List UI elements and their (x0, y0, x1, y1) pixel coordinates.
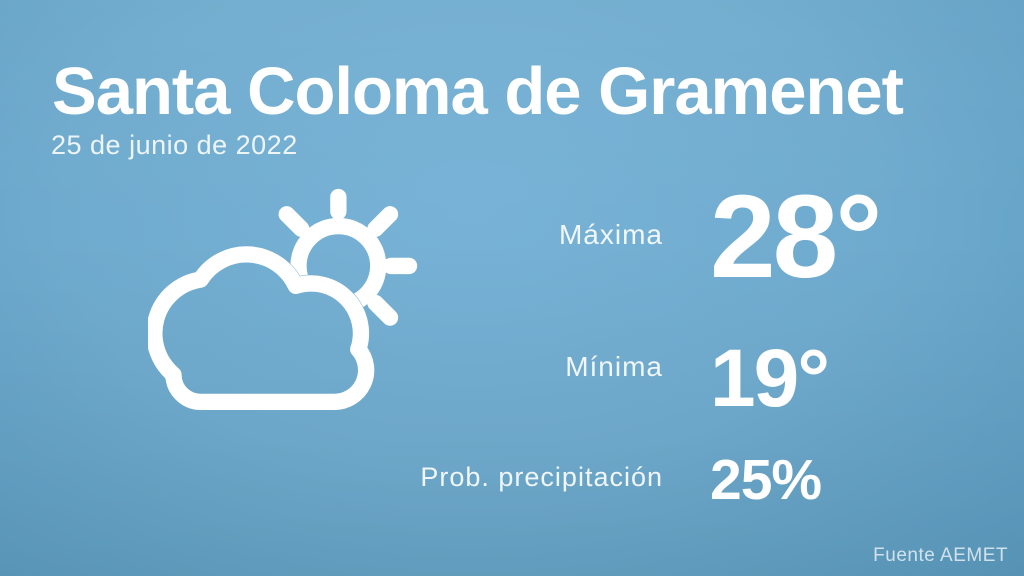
page-title: Santa Coloma de Gramenet (52, 54, 904, 129)
max-temp-row: Máxima 28° (0, 160, 1024, 296)
max-temp-label: Máxima (558, 219, 663, 250)
sun-behind-cloud-icon (148, 188, 420, 410)
precipitation-label: Prob. precipitación (420, 462, 663, 492)
precipitation-value: 25% (710, 448, 822, 512)
max-temp-value: 28° (710, 171, 882, 303)
min-temp-row: Mínima 19° (0, 330, 1024, 420)
min-temp-label: Mínima (565, 351, 663, 382)
min-temp-value: 19° (710, 333, 830, 424)
forecast-date: 25 de junio de 2022 (51, 130, 298, 160)
data-source-credit: Fuente AEMET (873, 545, 1008, 566)
precipitation-row: Prob. precipitación 25% (0, 445, 1024, 515)
